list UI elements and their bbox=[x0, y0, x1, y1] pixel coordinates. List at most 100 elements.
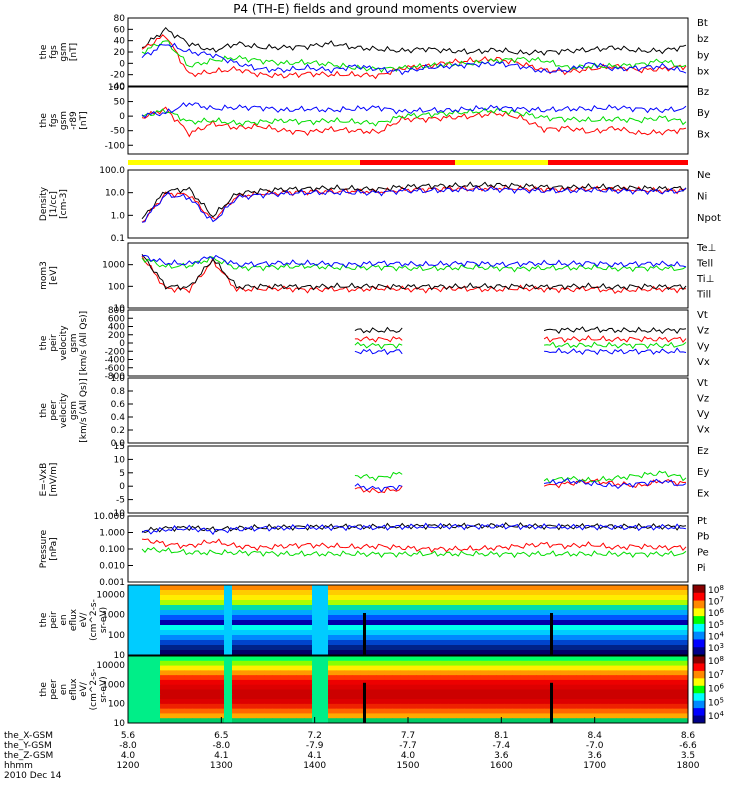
heatmap-cell bbox=[432, 625, 441, 631]
y-tick-label: 0.0 bbox=[111, 439, 126, 449]
heatmap-cell bbox=[240, 684, 249, 690]
heatmap-cell bbox=[208, 718, 217, 724]
heatmap-cell bbox=[440, 585, 449, 591]
heatmap-cell bbox=[232, 650, 241, 656]
heatmap-cell bbox=[472, 615, 481, 621]
heatmap-cell bbox=[328, 684, 337, 690]
heatmap-cell bbox=[656, 656, 665, 662]
heatmap-cell bbox=[320, 625, 329, 631]
colorbar-swatch bbox=[693, 600, 705, 609]
heatmap-cell bbox=[152, 684, 161, 690]
heatmap-cell bbox=[520, 675, 529, 681]
heatmap-cell bbox=[576, 670, 585, 676]
series-line-Ni bbox=[141, 181, 687, 220]
heatmap-cell bbox=[624, 605, 633, 611]
heatmap-cell bbox=[416, 620, 425, 626]
y-axis-label: the bbox=[39, 44, 49, 59]
y-axis-label: peir bbox=[49, 611, 59, 629]
heatmap-cell bbox=[304, 670, 313, 676]
heatmap-cell bbox=[352, 713, 361, 719]
heatmap-cell bbox=[344, 675, 353, 681]
heatmap-cell bbox=[648, 689, 657, 695]
heatmap-cell bbox=[288, 665, 297, 671]
heatmap-cell bbox=[376, 630, 385, 636]
heatmap-cell bbox=[504, 679, 513, 686]
heatmap-cell bbox=[560, 684, 569, 690]
heatmap-cell bbox=[320, 713, 329, 719]
heatmap-cell bbox=[480, 670, 489, 676]
heatmap-cell bbox=[352, 699, 361, 705]
series-line-Pi bbox=[141, 522, 687, 536]
heatmap-cell bbox=[488, 625, 497, 631]
heatmap-cell bbox=[536, 610, 545, 616]
heatmap-cell bbox=[320, 679, 329, 686]
x-tick-label: 4.0 bbox=[121, 751, 136, 761]
y-axis-label: the bbox=[39, 612, 49, 627]
heatmap-cell bbox=[672, 675, 681, 681]
heatmap-cell bbox=[248, 595, 257, 601]
heatmap-cell bbox=[408, 708, 417, 714]
heatmap-cell bbox=[560, 620, 569, 626]
heatmap-cell bbox=[152, 620, 161, 626]
heatmap-cell bbox=[136, 585, 145, 591]
heatmap-cell bbox=[384, 694, 393, 700]
heatmap-cell bbox=[304, 630, 313, 636]
heatmap-cell bbox=[296, 620, 305, 626]
heatmap-cell bbox=[552, 620, 561, 626]
heatmap-cell bbox=[200, 615, 209, 621]
heatmap-cell bbox=[448, 635, 457, 641]
heatmap-cell bbox=[336, 645, 345, 651]
heatmap-cell bbox=[288, 600, 297, 606]
heatmap-cell bbox=[272, 635, 281, 641]
heatmap-cell bbox=[304, 660, 313, 667]
heatmap-cell bbox=[648, 640, 657, 646]
heatmap-cell bbox=[504, 630, 513, 636]
heatmap-cell bbox=[160, 620, 169, 626]
heatmap-cell bbox=[568, 670, 577, 676]
heatmap-cell bbox=[616, 679, 625, 686]
heatmap-cell bbox=[256, 718, 265, 724]
heatmap-cell bbox=[640, 635, 649, 641]
heatmap-cell bbox=[568, 665, 577, 671]
heatmap-cell bbox=[552, 708, 561, 714]
heatmap-cell bbox=[200, 675, 209, 681]
heatmap-cell bbox=[336, 585, 345, 591]
heatmap-cell bbox=[528, 660, 537, 667]
heatmap-cell bbox=[200, 605, 209, 611]
heatmap-cell bbox=[568, 620, 577, 626]
heatmap-cell bbox=[648, 670, 657, 676]
heatmap-cell bbox=[144, 595, 153, 601]
series-line-Vz bbox=[354, 336, 403, 343]
heatmap-cell bbox=[600, 620, 609, 626]
heatmap-cell bbox=[664, 675, 673, 681]
heatmap-cell bbox=[528, 625, 537, 631]
heatmap-cell bbox=[432, 585, 441, 591]
heatmap-cell bbox=[664, 660, 673, 667]
heatmap-cell bbox=[600, 630, 609, 636]
heatmap-cell bbox=[648, 595, 657, 601]
heatmap-cell bbox=[512, 689, 521, 695]
heatmap-cell bbox=[512, 630, 521, 636]
heatmap-cell bbox=[536, 620, 545, 626]
heatmap-cell bbox=[232, 713, 241, 719]
heatmap-cell bbox=[624, 699, 633, 705]
heatmap-cell bbox=[208, 605, 217, 611]
heatmap-cell bbox=[464, 665, 473, 671]
heatmap-cell bbox=[440, 679, 449, 686]
heatmap-cell bbox=[488, 679, 497, 686]
heatmap-cell bbox=[592, 620, 601, 626]
legend-entry: bz bbox=[697, 34, 709, 45]
heatmap-cell bbox=[520, 656, 529, 662]
y-tick-label: 10 bbox=[114, 719, 126, 729]
heatmap-cell bbox=[664, 656, 673, 662]
heatmap-cell bbox=[368, 684, 377, 690]
y-tick-label: 0.001 bbox=[99, 578, 125, 588]
heatmap-cell bbox=[512, 684, 521, 690]
heatmap-cell bbox=[296, 610, 305, 616]
heatmap-cell bbox=[144, 590, 153, 596]
heatmap-cell bbox=[392, 694, 401, 700]
heatmap-cell bbox=[600, 650, 609, 656]
heatmap-cell bbox=[608, 684, 617, 690]
heatmap-cell bbox=[592, 656, 601, 662]
heatmap-cell bbox=[144, 615, 153, 621]
